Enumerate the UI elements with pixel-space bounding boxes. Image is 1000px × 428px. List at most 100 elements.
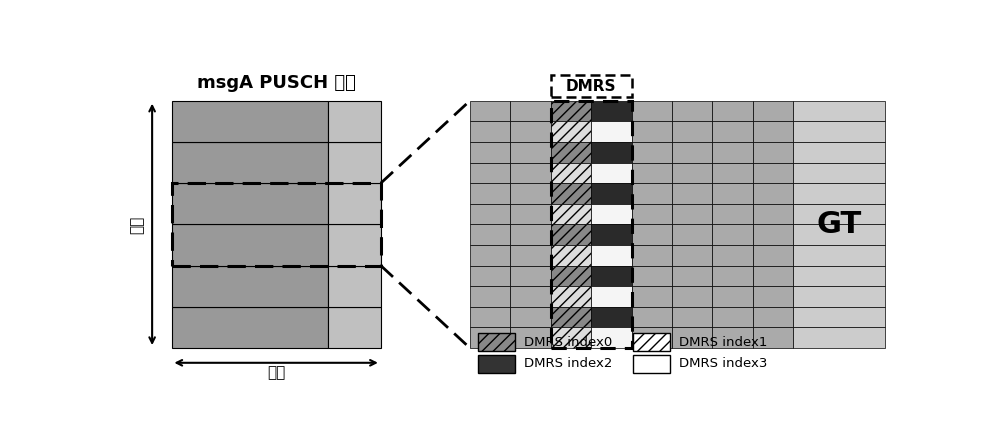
Bar: [328, 183, 381, 224]
Text: DMRS index2: DMRS index2: [524, 357, 612, 370]
Bar: [510, 101, 551, 122]
Bar: [672, 245, 712, 265]
Bar: [793, 307, 885, 327]
Bar: [551, 204, 591, 224]
Bar: [470, 286, 510, 307]
Bar: [793, 183, 885, 204]
Bar: [551, 75, 632, 97]
Bar: [591, 101, 632, 122]
Bar: [551, 327, 591, 348]
Bar: [551, 122, 591, 142]
Bar: [793, 327, 885, 348]
Bar: [551, 307, 591, 327]
Bar: [753, 286, 793, 307]
Bar: [510, 183, 551, 204]
Bar: [328, 101, 381, 142]
Bar: [632, 122, 672, 142]
Bar: [510, 265, 551, 286]
Bar: [793, 142, 885, 163]
Bar: [591, 245, 632, 265]
Bar: [510, 307, 551, 327]
Bar: [632, 204, 672, 224]
Bar: [172, 307, 328, 348]
Bar: [712, 142, 753, 163]
Bar: [753, 204, 793, 224]
Text: 频域: 频域: [129, 215, 144, 234]
Bar: [591, 307, 632, 327]
Text: msgA PUSCH 资源: msgA PUSCH 资源: [197, 74, 356, 92]
Bar: [551, 183, 591, 204]
Bar: [632, 183, 672, 204]
Bar: [793, 224, 885, 245]
Bar: [712, 265, 753, 286]
Bar: [470, 204, 510, 224]
Bar: [672, 122, 712, 142]
Bar: [753, 265, 793, 286]
Bar: [632, 101, 672, 122]
Bar: [672, 327, 712, 348]
Bar: [793, 265, 885, 286]
Bar: [470, 183, 510, 204]
Bar: [328, 224, 381, 265]
Bar: [753, 307, 793, 327]
Text: DMRS index3: DMRS index3: [679, 357, 768, 370]
Bar: [510, 286, 551, 307]
Bar: [510, 204, 551, 224]
Bar: [753, 122, 793, 142]
Bar: [328, 265, 381, 307]
Bar: [470, 307, 510, 327]
Bar: [551, 224, 591, 245]
Bar: [753, 224, 793, 245]
Bar: [712, 224, 753, 245]
Bar: [172, 142, 328, 183]
Bar: [712, 204, 753, 224]
Bar: [672, 183, 712, 204]
Bar: [753, 183, 793, 204]
Bar: [470, 163, 510, 183]
Bar: [793, 245, 885, 265]
Bar: [172, 101, 328, 142]
Bar: [551, 142, 591, 163]
Bar: [632, 327, 672, 348]
Bar: [753, 142, 793, 163]
Text: DMRS index0: DMRS index0: [524, 336, 612, 349]
Bar: [632, 142, 672, 163]
Bar: [712, 163, 753, 183]
Bar: [591, 122, 632, 142]
Text: DMRS index1: DMRS index1: [679, 336, 768, 349]
Bar: [470, 245, 510, 265]
Bar: [591, 142, 632, 163]
Bar: [591, 327, 632, 348]
Bar: [632, 163, 672, 183]
Text: 时域: 时域: [267, 365, 285, 380]
Bar: [172, 183, 328, 224]
Bar: [753, 327, 793, 348]
Bar: [672, 101, 712, 122]
Bar: [470, 327, 510, 348]
Bar: [753, 163, 793, 183]
Bar: [591, 265, 632, 286]
Bar: [478, 333, 515, 351]
Bar: [712, 307, 753, 327]
Bar: [591, 163, 632, 183]
Bar: [712, 101, 753, 122]
Bar: [712, 183, 753, 204]
Bar: [712, 286, 753, 307]
Bar: [712, 245, 753, 265]
Bar: [510, 122, 551, 142]
Bar: [551, 101, 591, 122]
Bar: [470, 122, 510, 142]
Bar: [470, 224, 510, 245]
Bar: [510, 245, 551, 265]
Bar: [551, 245, 591, 265]
Bar: [672, 204, 712, 224]
Bar: [510, 224, 551, 245]
Bar: [712, 327, 753, 348]
Bar: [633, 333, 670, 351]
Bar: [551, 286, 591, 307]
Bar: [672, 265, 712, 286]
Bar: [793, 122, 885, 142]
Bar: [632, 245, 672, 265]
Bar: [591, 183, 632, 204]
Bar: [672, 307, 712, 327]
